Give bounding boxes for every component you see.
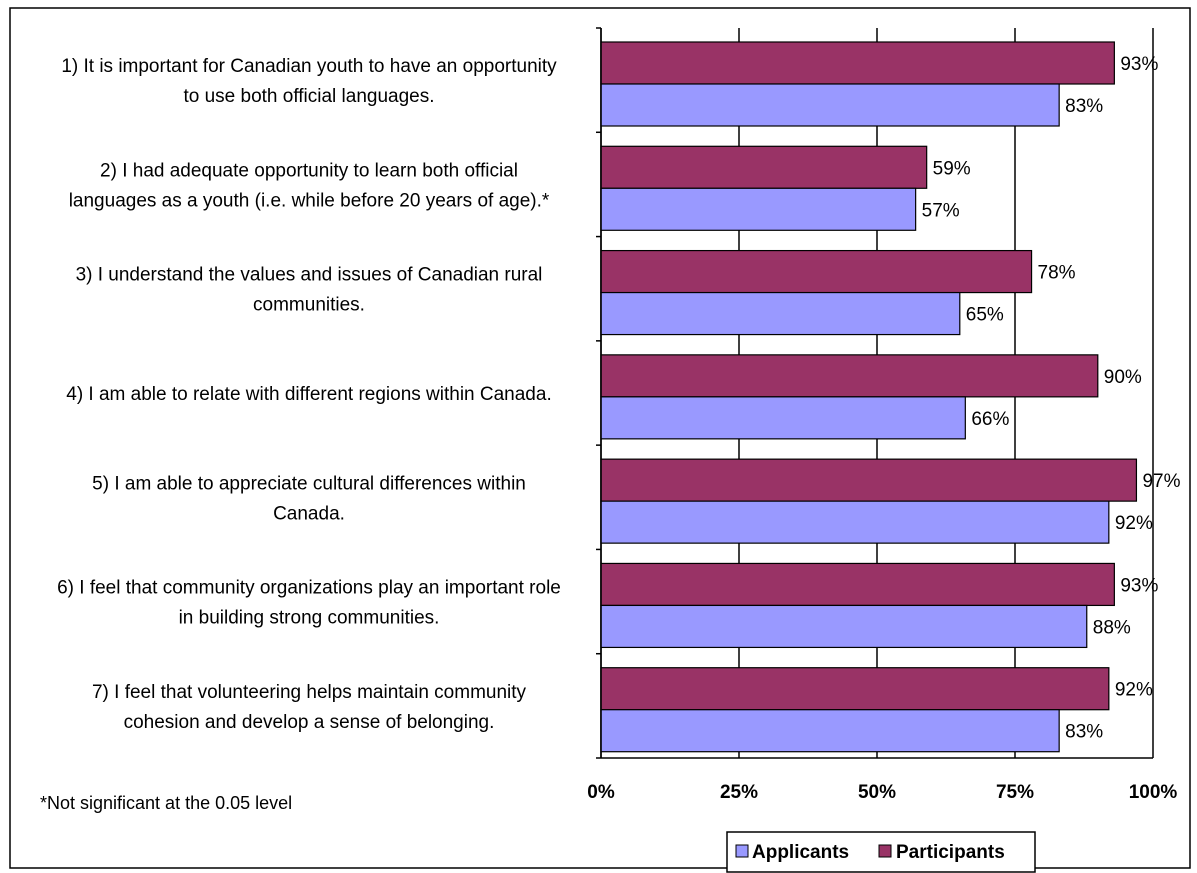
category-label: 5) I am able to appreciate cultural diff… bbox=[92, 473, 526, 494]
value-label-participants: 93% bbox=[1120, 575, 1158, 596]
x-tick-label: 75% bbox=[996, 782, 1034, 803]
value-label-applicants: 83% bbox=[1065, 96, 1103, 117]
category-label: 3) I understand the values and issues of… bbox=[76, 265, 543, 286]
bar-applicants bbox=[600, 604, 1088, 649]
value-label-applicants: 65% bbox=[966, 305, 1004, 326]
value-label-applicants: 92% bbox=[1115, 513, 1153, 534]
bar-participants bbox=[600, 145, 928, 189]
bar-applicants bbox=[600, 83, 1060, 127]
value-label-participants: 97% bbox=[1142, 471, 1180, 492]
category-label: 4) I am able to relate with different re… bbox=[66, 384, 551, 405]
legend-label-participants: Participants bbox=[896, 842, 1005, 863]
bar-applicants bbox=[600, 500, 1110, 544]
legend-swatch-applicants bbox=[735, 844, 749, 858]
axes bbox=[596, 27, 1153, 759]
category-labels: 1) It is important for Canadian youth to… bbox=[57, 56, 561, 733]
x-tick-label: 25% bbox=[720, 782, 758, 803]
value-label-applicants: 88% bbox=[1093, 617, 1131, 638]
category-label: 1) It is important for Canadian youth to… bbox=[61, 56, 557, 77]
value-label-applicants: 83% bbox=[1065, 722, 1103, 743]
category-label: cohesion and develop a sense of belongin… bbox=[124, 712, 495, 733]
x-tick-label: 50% bbox=[858, 782, 896, 803]
bar-participants bbox=[600, 667, 1110, 711]
category-label: 6) I feel that community organizations p… bbox=[57, 578, 561, 599]
category-label: 2) I had adequate opportunity to learn b… bbox=[100, 160, 518, 181]
legend-label-applicants: Applicants bbox=[752, 842, 849, 863]
bar-participants bbox=[600, 41, 1115, 85]
value-label-participants: 78% bbox=[1038, 263, 1076, 284]
value-label-participants: 93% bbox=[1120, 54, 1158, 75]
bar-applicants bbox=[600, 396, 966, 440]
x-tick-label: 100% bbox=[1129, 782, 1178, 803]
footnote: *Not significant at the 0.05 level bbox=[40, 793, 292, 813]
category-label: communities. bbox=[253, 295, 365, 316]
value-label-applicants: 66% bbox=[971, 409, 1009, 430]
value-label-participants: 92% bbox=[1115, 680, 1153, 701]
bar-participants bbox=[600, 249, 1033, 294]
category-label: Canada. bbox=[273, 503, 345, 524]
category-label: in building strong communities. bbox=[179, 608, 440, 629]
bar-applicants bbox=[600, 709, 1060, 753]
bar-participants bbox=[600, 354, 1099, 398]
value-label-participants: 90% bbox=[1104, 367, 1142, 388]
bar-participants bbox=[600, 458, 1138, 502]
category-label: languages as a youth (i.e. while before … bbox=[69, 190, 550, 211]
value-labels: 93% 83% 59% 57% 78% 65% 90% 66% 97% 92% 93% 88% 92% 8… bbox=[922, 54, 1181, 743]
value-label-applicants: 57% bbox=[922, 200, 960, 221]
bar-applicants bbox=[600, 291, 961, 336]
bar-participants bbox=[600, 562, 1115, 607]
category-label: to use both official languages. bbox=[183, 86, 434, 107]
legend: Applicants Participants bbox=[726, 831, 1036, 873]
legend-swatch-participants bbox=[878, 844, 892, 858]
x-tick-label: 0% bbox=[587, 782, 615, 803]
bar-applicants bbox=[600, 187, 917, 231]
bars bbox=[600, 41, 1138, 753]
category-label: 7) I feel that volunteering helps mainta… bbox=[92, 682, 527, 703]
x-tick-labels: 0% 25% 50% 75% 100% bbox=[587, 782, 1177, 803]
value-label-participants: 59% bbox=[933, 158, 971, 179]
